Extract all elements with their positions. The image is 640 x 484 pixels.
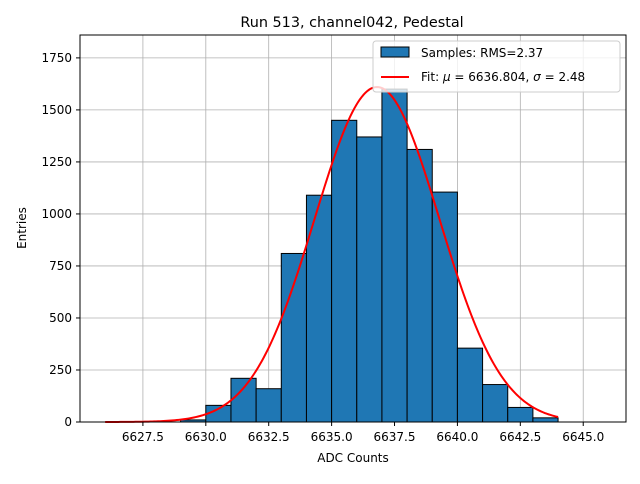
legend-histogram-label: Samples: RMS=2.37 — [421, 46, 543, 60]
y-tick-label: 1750 — [41, 51, 72, 65]
y-axis-ticks: 0 250 500 750 1000 1250 1500 1750 — [41, 51, 80, 429]
y-tick-label: 1250 — [41, 155, 72, 169]
y-tick-label: 250 — [49, 363, 72, 377]
histogram-bar — [456, 347, 484, 423]
histogram-bar — [532, 417, 559, 423]
y-tick-label: 0 — [64, 415, 72, 429]
legend: Samples: RMS=2.37 Fit: μ = 6636.804, σ =… — [372, 40, 621, 93]
histogram-bar — [507, 406, 534, 423]
legend-fit-label: Fit: μ = 6636.804, σ = 2.48 — [421, 70, 585, 84]
y-tick-label: 1500 — [41, 103, 72, 117]
legend-fit-sigma-value: = 2.48 — [541, 70, 585, 84]
x-tick-label: 6645.0 — [562, 430, 604, 444]
histogram-bar — [280, 252, 307, 423]
x-axis-label: ADC Counts — [317, 451, 389, 465]
y-axis-label: Entries — [15, 207, 29, 249]
histogram-bars — [180, 88, 559, 423]
x-tick-label: 6640.0 — [436, 430, 478, 444]
legend-fit-sigma-symbol: σ — [533, 70, 541, 84]
histogram-bar — [255, 388, 282, 423]
x-axis-ticks: 6627.5 6630.0 6632.5 6635.0 6637.5 6640.0 6642… — [122, 422, 604, 444]
histogram-bar — [482, 384, 509, 423]
y-tick-label: 500 — [49, 311, 72, 325]
histogram-bar — [381, 88, 408, 423]
x-tick-label: 6627.5 — [122, 430, 164, 444]
fit-curve — [105, 86, 559, 423]
histogram-bar — [331, 119, 358, 423]
x-tick-label: 6637.5 — [374, 430, 416, 444]
histogram-bar — [431, 191, 458, 423]
histogram-bar — [356, 136, 383, 423]
legend-box — [372, 40, 621, 93]
histogram-bar — [305, 194, 333, 423]
legend-fit-prefix: Fit: — [421, 70, 443, 84]
legend-histogram-swatch — [380, 46, 410, 58]
x-tick-label: 6630.0 — [185, 430, 227, 444]
x-tick-label: 6635.0 — [311, 430, 353, 444]
histogram-bar — [230, 377, 257, 423]
x-tick-label: 6632.5 — [248, 430, 290, 444]
y-tick-label: 750 — [49, 259, 72, 273]
chart-title: Run 513, channel042, Pedestal — [240, 15, 463, 31]
fit-curve-group — [105, 86, 559, 423]
legend-fit-mu-symbol: μ — [442, 70, 451, 84]
x-tick-label: 6642.5 — [499, 430, 541, 444]
legend-fit-mu-value: = 6636.804, — [451, 70, 534, 84]
y-tick-label: 1000 — [41, 207, 72, 221]
axes-frame — [79, 34, 627, 423]
histogram-bar — [406, 148, 433, 423]
